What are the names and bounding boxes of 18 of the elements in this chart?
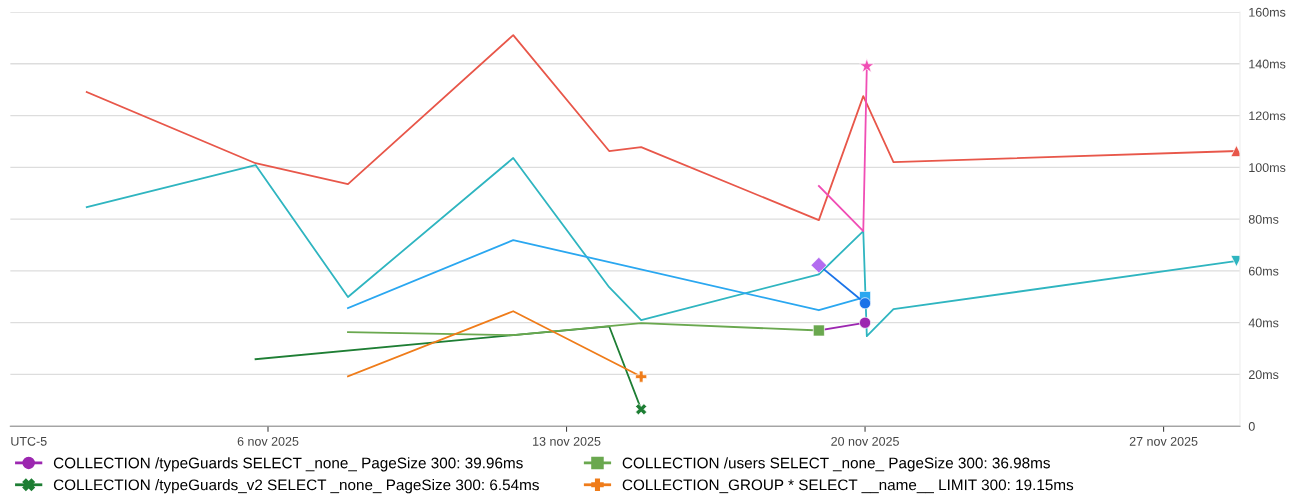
y-tick-label: 160ms (1249, 7, 1286, 17)
legend-label: COLLECTION /typeGuards_v2 SELECT _none_ PageSize 300: 6.54ms (53, 479, 539, 494)
y-tick-label: 0 (1248, 422, 1255, 431)
y-tick-label: 140ms (1249, 59, 1286, 69)
text: UTC-5 (11, 436, 47, 446)
x-tick-label: 27 nov 2025 (1129, 436, 1198, 446)
y-tick-label: 60ms (1248, 266, 1279, 276)
y-tick-label: 100ms (1249, 163, 1286, 173)
legend-label: COLLECTION_GROUP * SELECT __name__ LIMIT 300: 19.15ms (622, 479, 1074, 494)
legend-label: COLLECTION /typeGuards SELECT _none_ PageSize 300: 39.96ms (53, 457, 523, 472)
y-tick-label: 80ms (1248, 214, 1279, 224)
y-tick-label: 20ms (1248, 370, 1279, 380)
x-tick-label: 20 nov 2025 (831, 436, 899, 446)
y-tick-label: 40ms (1248, 318, 1279, 328)
x-tick-label: 13 nov 2025 (533, 436, 601, 446)
y-tick-label: 120ms (1249, 111, 1286, 121)
x-tick-label: 6 nov 2025 (237, 436, 299, 446)
legend-label: COLLECTION /users SELECT _none_ PageSize 300: 36.98ms (622, 457, 1050, 472)
